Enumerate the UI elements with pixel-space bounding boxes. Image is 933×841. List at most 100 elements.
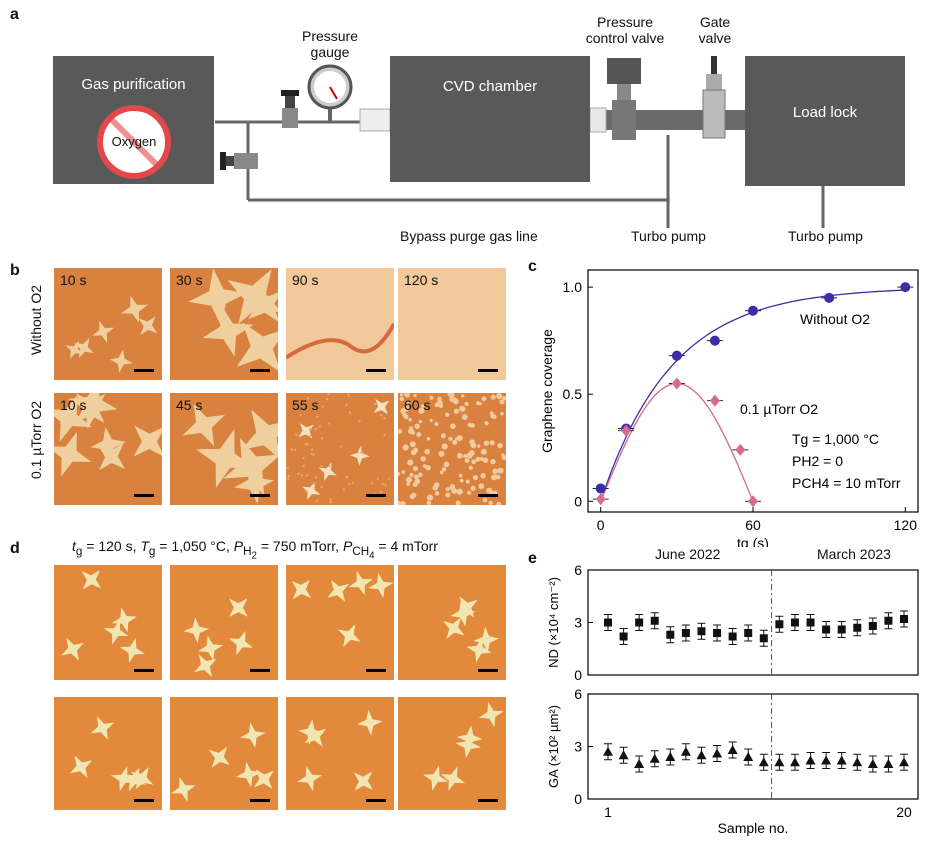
row-label-with-o2: 0.1 µTorr O2 — [28, 400, 44, 480]
point-without-o2 — [824, 292, 835, 303]
data-point — [821, 755, 832, 765]
data-point — [604, 618, 612, 627]
scale-bar — [478, 494, 498, 497]
data-point — [696, 750, 707, 760]
y-tick-label: 6 — [574, 686, 582, 702]
micrograph-without-o2-3: 120 s — [398, 268, 506, 380]
data-point — [618, 750, 629, 760]
point-without-o2 — [671, 350, 682, 361]
micrograph-d-top-2 — [286, 565, 394, 680]
data-point — [900, 615, 908, 623]
data-point — [868, 622, 877, 630]
micrograph-without-o2-0: 10 s — [54, 268, 162, 380]
point-with-o2 — [621, 424, 632, 437]
pressure-gauge-label: Pressure gauge — [301, 28, 359, 60]
gas-purification-label: Gas purification — [81, 76, 186, 93]
data-point — [837, 625, 846, 634]
scale-bar — [250, 494, 270, 497]
cvd-chamber-box: CVD chamber — [390, 56, 590, 182]
scale-bar — [478, 669, 498, 672]
data-point — [728, 632, 737, 641]
scale-bar — [250, 799, 270, 802]
panel-c-letter: c — [528, 258, 537, 275]
scale-bar — [366, 494, 386, 497]
y-tick-label: 3 — [574, 615, 582, 631]
scale-bar — [478, 369, 498, 372]
micrograph-with-o2-0: 10 s — [54, 393, 162, 505]
panel-b-letter: b — [10, 262, 20, 279]
tile-time-label: 120 s — [404, 272, 439, 288]
micrograph-d-bottom-0 — [54, 697, 162, 810]
data-point — [822, 625, 831, 634]
data-point — [744, 629, 753, 637]
no-oxygen-icon — [97, 105, 171, 179]
point-with-o2 — [671, 377, 682, 390]
scale-bar — [366, 369, 386, 372]
micrograph-d-bottom-3 — [398, 697, 506, 810]
tile-time-label: 10 s — [60, 272, 87, 288]
x-axis-label: Sample no. — [718, 820, 789, 836]
condition-annotation: PCH4 = 10 mTorr — [792, 475, 901, 491]
micrograph-with-o2-2: 55 s — [286, 393, 394, 505]
data-point — [650, 616, 659, 625]
x-tick-label: 120 — [894, 517, 918, 533]
x-tick-label: 60 — [745, 517, 761, 533]
y-axis-label: ND (×10⁴ cm⁻²) — [546, 577, 561, 668]
data-point — [727, 745, 738, 754]
march-2023-label: March 2023 — [817, 546, 891, 562]
point-with-o2 — [595, 493, 606, 506]
data-point — [697, 627, 706, 636]
tile-time-label: 55 s — [292, 397, 319, 413]
data-point — [665, 752, 676, 761]
tile-time-label: 90 s — [292, 272, 319, 288]
x-tick-label: 0 — [597, 517, 605, 533]
data-point — [634, 759, 645, 768]
y-tick-label: 1.0 — [563, 279, 583, 295]
setup-schematic — [215, 56, 825, 228]
scale-bar — [134, 369, 154, 372]
micrograph-d-top-3 — [398, 565, 506, 680]
data-point — [603, 746, 613, 756]
valve-icon — [281, 90, 299, 128]
data-point — [635, 618, 644, 627]
data-point — [884, 616, 893, 625]
load-lock-box: Load lock — [745, 56, 905, 186]
scale-bar — [250, 369, 270, 372]
data-point — [805, 755, 816, 765]
pressure-control-valve-label: Pressure control valve — [585, 14, 665, 46]
tile-time-label: 60 s — [404, 397, 431, 413]
data-point — [758, 757, 769, 767]
data-point — [790, 618, 799, 627]
point-with-o2 — [748, 495, 758, 508]
data-point — [712, 748, 723, 758]
x-tick-label: 20 — [896, 804, 912, 820]
data-point — [743, 752, 754, 761]
scale-bar — [134, 669, 154, 672]
data-point — [789, 757, 800, 767]
y-axis-label: GA (×10² µm²) — [546, 705, 561, 788]
micrograph-d-top-1 — [170, 565, 278, 680]
cvd-chamber-label: CVD chamber — [442, 78, 538, 95]
data-point — [883, 759, 894, 768]
data-point — [680, 746, 691, 756]
panel-e-letter: e — [528, 550, 537, 567]
point-with-o2 — [735, 443, 746, 456]
y-tick-label: 0 — [574, 493, 582, 509]
condition-annotation: Tg = 1,000 °C — [792, 431, 879, 447]
y-tick-label: 0 — [574, 667, 582, 683]
row-label-without-o2: Without O2 — [28, 284, 44, 356]
y-tick-label: 3 — [574, 739, 582, 755]
scale-bar — [478, 799, 498, 802]
panel-d-letter: d — [10, 540, 20, 557]
reproducibility-chart: 0 3 6 ND (×10⁴ cm⁻²) 0 3 6 GA (×10² µm²) 1 20 Samp… — [546, 562, 919, 836]
data-point — [666, 630, 675, 639]
data-point — [681, 629, 690, 637]
panel-d-caption: tg = 120 s, Tg = 1,050 °C, PH2 = 750 mTo… — [72, 538, 438, 562]
data-point — [899, 757, 909, 767]
load-lock-label: Load lock — [792, 104, 858, 121]
tile-time-label: 30 s — [176, 272, 203, 288]
scale-bar — [134, 799, 154, 802]
gate-valve-icon — [702, 56, 726, 139]
data-point — [806, 618, 815, 627]
y-tick-label: 6 — [574, 562, 582, 578]
